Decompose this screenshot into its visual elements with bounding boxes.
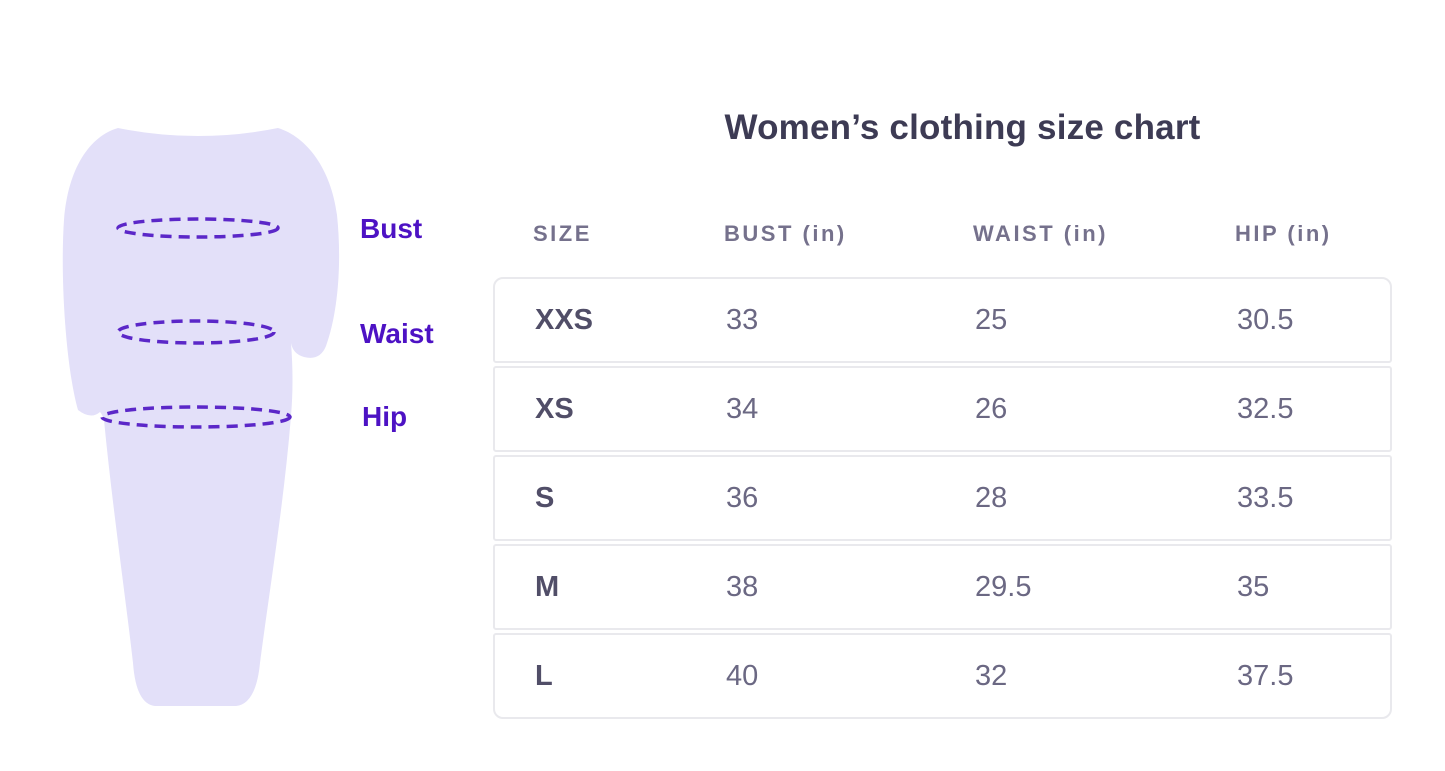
column-header-size: SIZE — [533, 221, 592, 246]
table-row: L 40 32 37.5 — [493, 633, 1392, 719]
cell-waist: 26 — [975, 392, 1008, 425]
cell-bust: 33 — [726, 303, 759, 336]
bust-measurement-ellipse — [116, 217, 280, 239]
dress-measurement-figure — [55, 113, 355, 718]
cell-hip: 30.5 — [1237, 303, 1294, 336]
hip-label: Hip — [362, 401, 408, 432]
cell-hip: 33.5 — [1237, 481, 1294, 514]
table-row: XS 34 26 32.5 — [493, 366, 1392, 452]
waist-label: Waist — [360, 318, 434, 349]
cell-bust: 34 — [726, 392, 759, 425]
cell-size: M — [535, 570, 560, 603]
dress-silhouette — [62, 128, 340, 706]
cell-bust: 38 — [726, 570, 759, 603]
cell-size: L — [535, 659, 553, 692]
cell-hip: 35 — [1237, 570, 1270, 603]
table-row: M 38 29.5 35 — [493, 544, 1392, 630]
cell-waist: 25 — [975, 303, 1008, 336]
cell-size: XS — [535, 392, 574, 425]
cell-waist: 28 — [975, 481, 1008, 514]
table-row: XXS 33 25 30.5 — [493, 277, 1392, 363]
table-header-row: SIZE BUST (in) WAIST (in) HIP (in) — [493, 216, 1392, 252]
dress-figure-svg — [62, 128, 340, 706]
size-table: XXS 33 25 30.5 XS 34 26 32.5 S 36 28 33.… — [493, 277, 1392, 719]
cell-size: S — [535, 481, 555, 514]
cell-size: XXS — [535, 303, 594, 336]
table-row: S 36 28 33.5 — [493, 455, 1392, 541]
cell-hip: 32.5 — [1237, 392, 1294, 425]
waist-measurement-ellipse — [116, 319, 276, 345]
hip-measurement-ellipse — [100, 405, 292, 429]
column-header-bust: BUST (in) — [724, 221, 847, 246]
column-header-waist: WAIST (in) — [973, 221, 1108, 246]
cell-bust: 40 — [726, 659, 759, 692]
cell-hip: 37.5 — [1237, 659, 1294, 692]
cell-bust: 36 — [726, 481, 759, 514]
column-header-hip: HIP (in) — [1235, 221, 1332, 246]
cell-waist: 32 — [975, 659, 1008, 692]
cell-waist: 29.5 — [975, 570, 1032, 603]
page-title: Women’s clothing size chart — [724, 108, 1201, 147]
bust-label: Bust — [360, 213, 423, 244]
